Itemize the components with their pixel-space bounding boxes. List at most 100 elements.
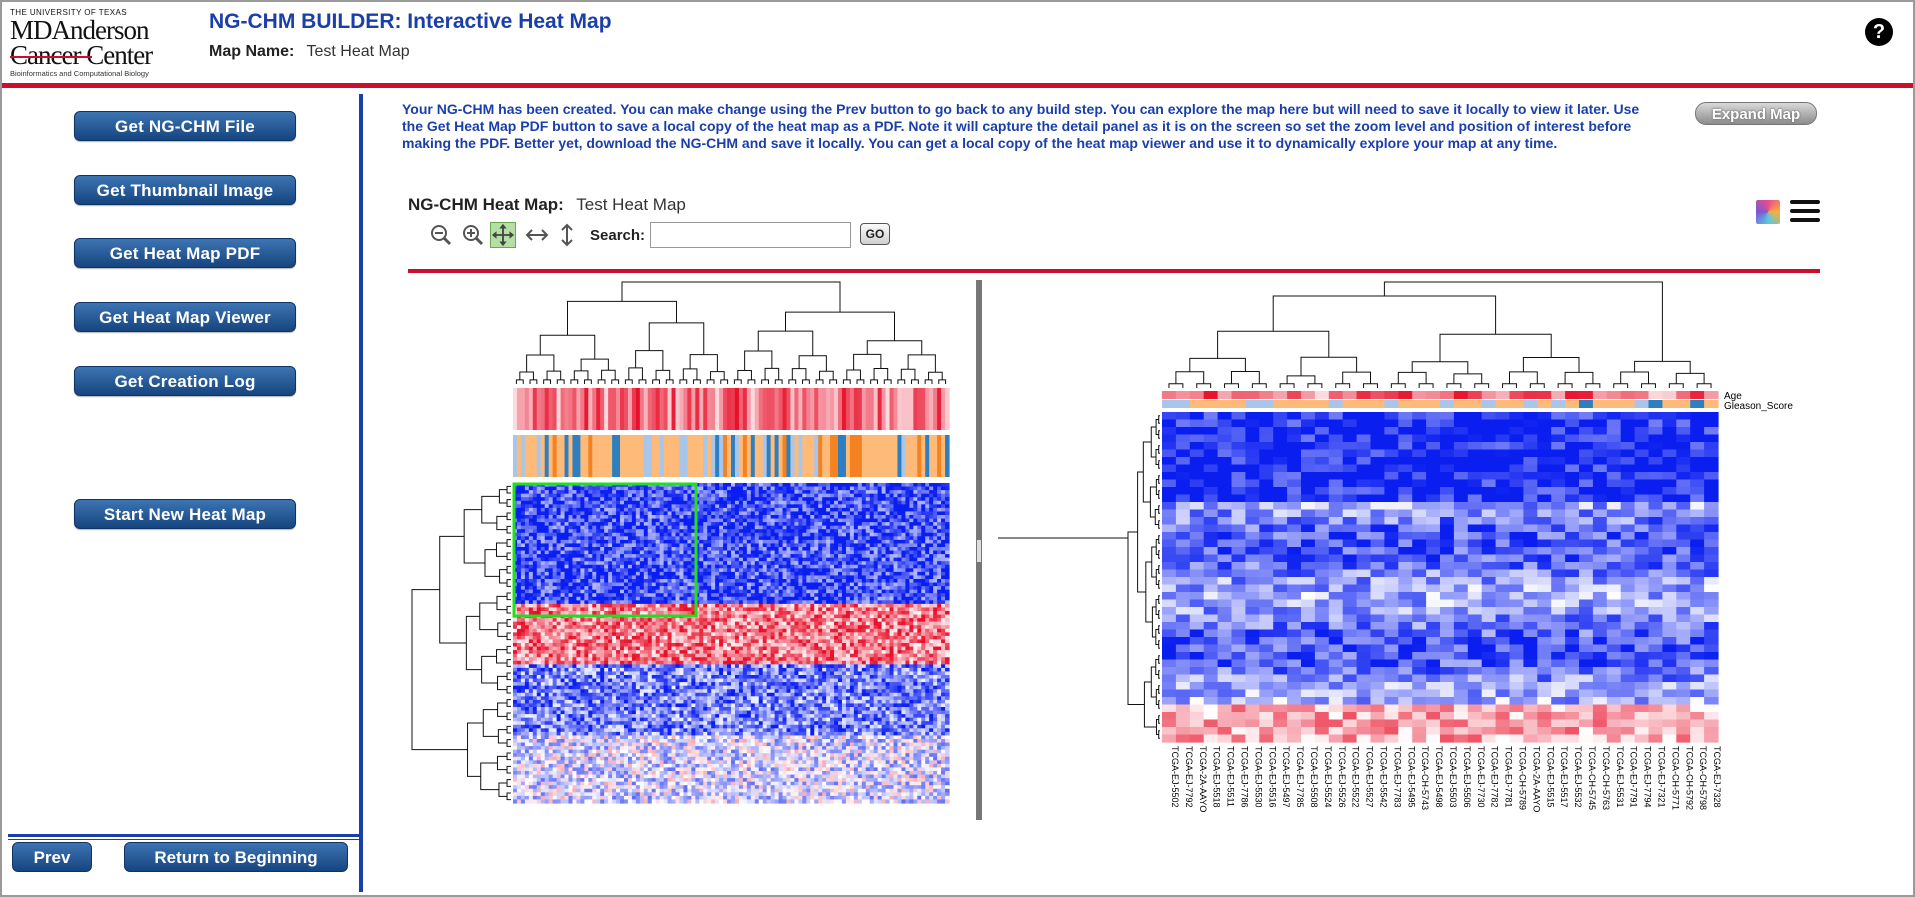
heat-cell bbox=[853, 596, 859, 601]
search-input[interactable] bbox=[650, 222, 851, 248]
heat-cell bbox=[834, 511, 839, 516]
heat-cell bbox=[838, 511, 843, 516]
heat-cell bbox=[707, 579, 712, 584]
get-creation-log-button[interactable]: Get Creation Log bbox=[74, 366, 296, 396]
hamburger-menu-icon[interactable] bbox=[1790, 200, 1820, 222]
heat-cell bbox=[790, 525, 796, 530]
heat-cell bbox=[857, 529, 863, 534]
heat-cell bbox=[921, 611, 926, 616]
heat-cell bbox=[552, 543, 558, 548]
heat-cell bbox=[667, 547, 673, 552]
heat-cell bbox=[778, 589, 784, 594]
heat-cell bbox=[584, 600, 589, 605]
heat-cell bbox=[845, 532, 851, 537]
color-scheme-icon[interactable] bbox=[1756, 200, 1780, 224]
heat-cell bbox=[524, 568, 530, 573]
heat-cell bbox=[675, 504, 681, 509]
heat-cell bbox=[830, 589, 835, 594]
return-to-beginning-button[interactable]: Return to Beginning bbox=[124, 842, 348, 872]
help-icon[interactable]: ? bbox=[1865, 18, 1893, 46]
heat-cell bbox=[921, 614, 926, 619]
heat-cell bbox=[548, 611, 554, 616]
heat-cell bbox=[616, 593, 621, 598]
heat-cell bbox=[881, 614, 887, 619]
heat-cell bbox=[762, 532, 768, 537]
heat-cell bbox=[849, 568, 855, 573]
heat-cell bbox=[727, 564, 732, 569]
vertical-resize-icon[interactable] bbox=[554, 222, 580, 248]
get-thumbnail-image-button[interactable]: Get Thumbnail Image bbox=[74, 175, 296, 205]
zoom-out-icon[interactable] bbox=[428, 222, 454, 248]
heat-cell bbox=[830, 515, 835, 520]
heat-cell bbox=[877, 579, 883, 584]
heat-cell bbox=[754, 628, 760, 633]
heat-cell bbox=[925, 614, 930, 619]
heat-cell bbox=[536, 497, 542, 502]
heat-cell bbox=[826, 596, 831, 601]
heat-cell bbox=[774, 571, 780, 577]
heat-cell bbox=[711, 547, 716, 552]
heat-cell bbox=[830, 511, 835, 516]
heat-cell bbox=[782, 536, 788, 541]
get-heat-map-pdf-button[interactable]: Get Heat Map PDF bbox=[74, 238, 296, 268]
heat-cell bbox=[857, 618, 863, 623]
heat-cell bbox=[877, 557, 883, 562]
heat-cell bbox=[651, 486, 657, 491]
heat-cell bbox=[869, 511, 875, 516]
prev-button[interactable]: Prev bbox=[12, 842, 92, 872]
heat-cell bbox=[600, 493, 605, 498]
heat-cell bbox=[746, 529, 752, 534]
heat-cell bbox=[691, 568, 696, 573]
heat-cell bbox=[925, 500, 930, 505]
zoom-in-icon[interactable] bbox=[460, 222, 486, 248]
heat-cell bbox=[786, 557, 792, 562]
heat-cell bbox=[552, 529, 558, 534]
start-new-heat-map-button[interactable]: Start New Heat Map bbox=[74, 499, 296, 529]
summary-heat-map[interactable] bbox=[513, 483, 950, 804]
dendrogram-branch bbox=[506, 485, 511, 494]
heat-cell bbox=[528, 536, 534, 541]
heat-cell bbox=[616, 493, 621, 498]
heat-cell bbox=[865, 490, 871, 495]
heat-cell bbox=[905, 483, 910, 488]
heat-cell bbox=[818, 500, 823, 505]
heat-cell bbox=[810, 568, 815, 573]
heat-cell bbox=[699, 614, 704, 619]
get-ngchm-file-button[interactable]: Get NG-CHM File bbox=[74, 111, 296, 141]
heat-cell bbox=[774, 607, 780, 612]
heat-cell bbox=[814, 596, 819, 601]
heat-cell bbox=[810, 607, 815, 612]
heat-cell bbox=[643, 568, 649, 573]
heat-cell bbox=[540, 539, 546, 545]
summary-panel[interactable] bbox=[410, 280, 962, 810]
pan-icon[interactable] bbox=[490, 222, 516, 248]
heat-cell bbox=[707, 611, 712, 616]
get-heat-map-viewer-button[interactable]: Get Heat Map Viewer bbox=[74, 302, 296, 332]
heat-cell bbox=[679, 582, 685, 587]
heat-cell bbox=[552, 547, 558, 552]
heat-cell bbox=[865, 593, 871, 598]
heat-cell bbox=[699, 529, 704, 534]
heat-cell bbox=[746, 550, 752, 555]
heat-cell bbox=[814, 550, 819, 555]
heat-cell bbox=[564, 486, 570, 491]
heat-cell bbox=[806, 507, 811, 513]
heat-cell bbox=[857, 511, 863, 516]
heat-cell bbox=[826, 497, 831, 502]
heat-cell bbox=[703, 579, 708, 584]
heat-cell bbox=[818, 582, 823, 587]
heat-cell bbox=[671, 507, 677, 513]
expand-map-button[interactable]: Expand Map bbox=[1695, 102, 1817, 125]
heat-cell bbox=[639, 507, 645, 513]
heat-cell bbox=[516, 543, 522, 548]
heat-cell bbox=[695, 561, 700, 566]
heat-cell bbox=[738, 603, 744, 609]
heat-cell bbox=[742, 547, 748, 552]
go-button[interactable]: GO bbox=[860, 223, 890, 245]
heat-cell bbox=[885, 571, 891, 577]
heat-cell bbox=[691, 543, 696, 548]
horizontal-resize-icon[interactable] bbox=[524, 222, 550, 248]
heat-cell bbox=[834, 525, 839, 530]
heat-cell bbox=[861, 589, 867, 594]
heat-cell bbox=[834, 621, 839, 626]
